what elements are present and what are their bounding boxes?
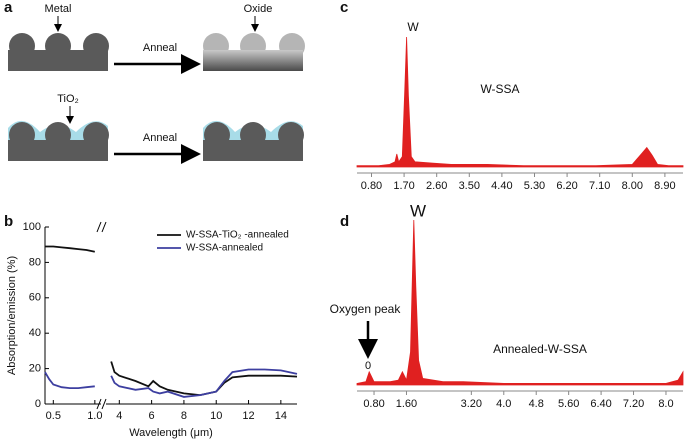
y-tick-label: 40 (29, 327, 41, 339)
x-tick-label: 14 (275, 410, 287, 422)
x-tick-label: 0.5 (46, 410, 61, 422)
x-tick-label: 8.0 (658, 398, 673, 410)
x-tick-label: 10 (210, 410, 222, 422)
y-tick-label: 0 (35, 398, 41, 410)
x-tick-label: 3.20 (461, 398, 482, 410)
x-tick-label: 6.20 (556, 180, 577, 192)
panel-label: d (340, 213, 349, 230)
x-tick-label: 5.60 (558, 398, 579, 410)
x-tick-label: 8.00 (622, 180, 643, 192)
label: Oxide (244, 3, 273, 15)
annotation: Annealed-W-SSA (493, 342, 587, 356)
x-tick-label: 12 (242, 410, 254, 422)
annotation: W (407, 20, 419, 34)
x-tick-label: 1.0 (87, 410, 102, 422)
x-tick-label: 4.8 (529, 398, 544, 410)
x-tick-label: 8 (181, 410, 187, 422)
y-tick-label: 100 (23, 221, 41, 233)
x-tick-label: 2.60 (426, 180, 447, 192)
x-tick-label: 8.90 (654, 180, 675, 192)
label: TiO₂ (57, 93, 79, 105)
data-line (45, 245, 298, 397)
x-tick-label: 6.40 (590, 398, 611, 410)
x-tick-label: 1.70 (393, 180, 414, 192)
y-tick-label: 80 (29, 256, 41, 268)
x-tick-label: 4.40 (491, 180, 512, 192)
annotation: Oxygen peak (330, 302, 402, 316)
panel-label: b (4, 213, 13, 230)
label: Anneal (143, 42, 177, 54)
annotation: W (410, 201, 426, 220)
y-tick-label: 60 (29, 292, 41, 304)
x-axis-label: Wavelength (μm) (129, 427, 213, 439)
diagram: Metal Anneal Oxide TiO₂ Anneal (8, 3, 305, 164)
axis-break (101, 221, 107, 233)
x-tick-label: 7.10 (589, 180, 610, 192)
x-tick-label: 6 (149, 410, 155, 422)
panel-label: c (340, 0, 348, 16)
axis-break (96, 398, 102, 410)
annotation: 0 (365, 360, 371, 372)
spectrum (356, 219, 684, 386)
x-tick-label: 0.80 (363, 398, 384, 410)
label: Anneal (143, 132, 177, 144)
x-tick-label: 5.30 (524, 180, 545, 192)
annotation: W-SSA (480, 82, 519, 96)
x-tick-label: 7.20 (623, 398, 644, 410)
panel-label: a (4, 0, 13, 16)
y-axis-label: Absorption/emission (%) (6, 256, 18, 375)
legend-label: W-SSA-TiO₂ -annealed (186, 230, 289, 241)
spectrum (356, 36, 684, 168)
data-line (44, 368, 298, 398)
label: Metal (45, 3, 72, 15)
x-tick-label: 4 (116, 410, 122, 422)
x-tick-label: 4.0 (496, 398, 511, 410)
x-tick-label: 1.60 (396, 398, 417, 410)
y-tick-label: 20 (29, 363, 41, 375)
x-tick-label: 0.80 (361, 180, 382, 192)
axis-break (96, 221, 102, 233)
axis-break (101, 398, 107, 410)
legend-label: W-SSA-annealed (186, 243, 263, 254)
x-tick-label: 3.50 (459, 180, 480, 192)
